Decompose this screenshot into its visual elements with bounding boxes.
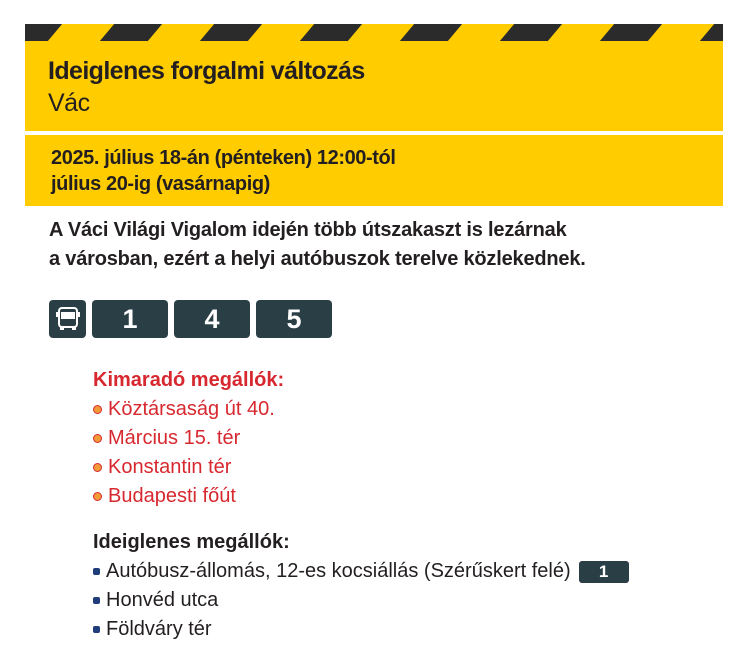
notice-header: Ideiglenes forgalmi változás Vác: [25, 41, 723, 131]
intro-line: A Váci Világi Vigalom idején több útszak…: [49, 219, 567, 241]
list-item: Honvéd utca: [93, 586, 629, 615]
page-title: Ideiglenes forgalmi változás: [48, 57, 365, 85]
temporary-heading: Ideiglenes megállók:: [93, 531, 290, 553]
line-badge: 4: [174, 300, 250, 338]
list-item: Konstantin tér: [93, 453, 284, 482]
temporary-stops: Ideiglenes megállók: Autóbusz-állomás, 1…: [93, 528, 629, 644]
city-name: Vác: [48, 89, 90, 117]
line-badge: 1: [92, 300, 168, 338]
bullet-icon: [93, 568, 100, 575]
list-item: Autóbusz-állomás, 12-es kocsiállás (Szér…: [93, 557, 629, 586]
cancel-dot-icon: [93, 463, 102, 472]
bullet-icon: [93, 626, 100, 633]
skipped-heading: Kimaradó megállók:: [93, 369, 285, 391]
list-item: Március 15. tér: [93, 424, 284, 453]
hazard-stripes: [25, 24, 723, 41]
intro-text: A Váci Világi Vigalom idején több útszak…: [49, 216, 586, 274]
cancel-dot-icon: [93, 405, 102, 414]
period-start: 2025. július 18-án (pénteken) 12:00-tól: [51, 147, 396, 169]
list-item: Földváry tér: [93, 615, 629, 644]
cancel-dot-icon: [93, 492, 102, 501]
list-item: Budapesti főút: [93, 482, 284, 511]
line-badge: 5: [256, 300, 332, 338]
line-badge: 1: [578, 560, 629, 583]
stop-name: Autóbusz-állomás, 12-es kocsiállás (Szér…: [106, 560, 571, 582]
stop-name: Földváry tér: [106, 618, 212, 640]
stop-name: Köztársaság út 40.: [108, 398, 275, 420]
stop-name: Március 15. tér: [108, 427, 241, 449]
intro-line: a városban, ezért a helyi autóbuszok ter…: [49, 248, 586, 270]
stop-name: Konstantin tér: [108, 456, 232, 478]
skipped-stops: Kimaradó megállók: Köztársaság út 40. Má…: [93, 366, 284, 511]
period-end: július 20-ig (vasárnapig): [51, 173, 270, 195]
bus-icon: [49, 300, 86, 338]
affected-lines: 1 4 5: [49, 300, 332, 338]
stop-name: Budapesti főút: [108, 485, 236, 507]
cancel-dot-icon: [93, 434, 102, 443]
bullet-icon: [93, 597, 100, 604]
list-item: Köztársaság út 40.: [93, 395, 284, 424]
validity-period: 2025. július 18-án (pénteken) 12:00-tól …: [25, 135, 723, 206]
stop-name: Honvéd utca: [106, 589, 219, 611]
